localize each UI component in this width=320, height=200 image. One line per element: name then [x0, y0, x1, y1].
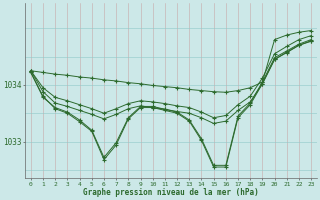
X-axis label: Graphe pression niveau de la mer (hPa): Graphe pression niveau de la mer (hPa) — [83, 188, 259, 197]
